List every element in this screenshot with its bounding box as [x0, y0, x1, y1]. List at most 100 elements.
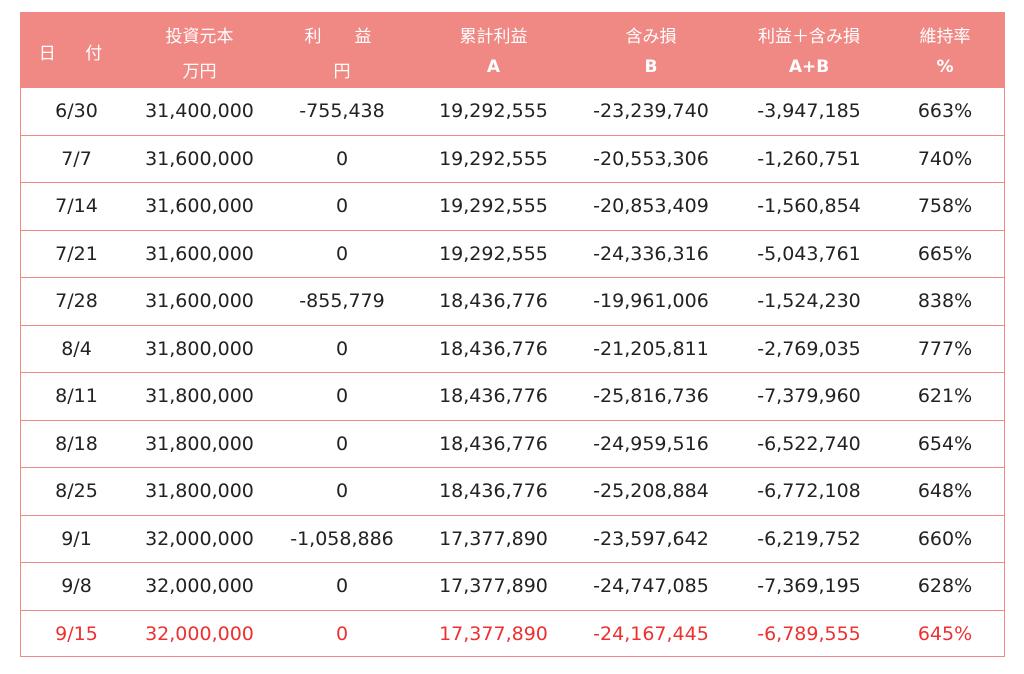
cell-principal: 31,800,000: [145, 385, 254, 407]
cell-profit: 0: [335, 432, 349, 455]
header-ratio: 維持率 %: [886, 13, 1004, 87]
cell-unrealized: -25,208,884: [593, 480, 709, 502]
cell-date: 8/25: [55, 480, 98, 502]
table-row: 7/21 31,600,000 0 19,292,555 -24,336,316 -5,0…: [21, 229, 1004, 277]
cell-unrealized: -23,239,740: [593, 100, 709, 122]
cell-profit: -1,058,886: [290, 527, 394, 550]
cell-principal: 31,800,000: [145, 337, 254, 360]
header-profit-unit: 円: [333, 62, 351, 82]
table-row: 7/14 31,600,000 0 19,292,555 -20,853,409 -1,5…: [21, 182, 1004, 229]
header-cumulative: 累計利益 A: [417, 13, 570, 87]
cell-principal: 31,800,000: [145, 480, 254, 502]
table-header: 日 付 投資元本 万円 利 益 円 累計利益 A 含み損 B 利益＋含み損 A+…: [21, 13, 1004, 87]
cell-profit: 0: [335, 195, 349, 217]
header-ratio-unit: %: [936, 57, 954, 77]
header-cumulative-key: A: [486, 57, 501, 77]
header-principal-unit: 万円: [182, 62, 217, 82]
cell-total: -6,789,555: [757, 622, 861, 645]
header-cumulative-label: 累計利益: [459, 27, 528, 47]
cell-total: -7,369,195: [757, 575, 861, 597]
cell-cumulative: 18,436,776: [439, 385, 548, 407]
cell-unrealized: -21,205,811: [593, 337, 709, 360]
cell-total: -5,043,761: [757, 242, 861, 265]
cell-date: 9/1: [61, 527, 92, 550]
cell-total: -1,260,751: [757, 147, 861, 170]
cell-profit: 0: [335, 385, 349, 407]
cell-total: -2,769,035: [757, 337, 861, 360]
cell-cumulative: 18,436,776: [439, 290, 548, 312]
cell-total: -7,379,960: [757, 385, 861, 407]
cell-cumulative: 19,292,555: [439, 242, 548, 265]
cell-unrealized: -24,959,516: [593, 432, 709, 455]
header-profit: 利 益 円: [267, 13, 417, 87]
cell-cumulative: 17,377,890: [439, 527, 548, 550]
table-row: 9/1 32,000,000 -1,058,886 17,377,890 -23,597…: [21, 514, 1004, 562]
cell-total: -1,560,854: [757, 195, 861, 217]
portfolio-table: 日 付 投資元本 万円 利 益 円 累計利益 A 含み損 B 利益＋含み損 A+…: [20, 12, 1005, 657]
cell-total: -6,219,752: [757, 527, 861, 550]
cell-ratio: 758%: [917, 195, 973, 217]
header-principal: 投資元本 万円: [132, 13, 267, 87]
table-row: 8/18 31,800,000 0 18,436,776 -24,959,516 -6,5…: [21, 419, 1004, 467]
cell-profit: -855,779: [299, 290, 385, 312]
cell-date: 8/4: [61, 337, 92, 360]
cell-principal: 31,600,000: [145, 195, 254, 217]
cell-principal: 32,000,000: [145, 527, 254, 550]
cell-unrealized: -20,553,306: [593, 147, 709, 170]
header-date-label: 日 付: [38, 44, 115, 64]
cell-cumulative: 19,292,555: [439, 100, 548, 122]
cell-total: -3,947,185: [757, 100, 861, 122]
cell-cumulative: 17,377,890: [439, 575, 548, 597]
cell-profit: 0: [335, 242, 349, 265]
cell-ratio: 621%: [917, 385, 973, 407]
cell-ratio: 628%: [917, 575, 973, 597]
table-row: 8/11 31,800,000 0 18,436,776 -25,816,736 -7,3…: [21, 372, 1004, 419]
cell-ratio: 654%: [917, 432, 973, 455]
header-unrealized: 含み損 B: [570, 13, 732, 87]
cell-ratio: 663%: [917, 100, 973, 122]
cell-unrealized: -24,747,085: [593, 575, 709, 597]
cell-profit: -755,438: [299, 100, 385, 122]
table-row: 7/28 31,600,000 -855,779 18,436,776 -19,961,…: [21, 277, 1004, 324]
header-unrealized-label: 含み損: [625, 27, 677, 47]
table-row: 9/8 32,000,000 0 17,377,890 -24,747,085 -7,36…: [21, 562, 1004, 609]
cell-ratio: 777%: [917, 337, 973, 360]
cell-cumulative: 18,436,776: [439, 480, 548, 502]
cell-principal: 32,000,000: [145, 622, 254, 645]
table-row: 6/30 31,400,000 -755,438 19,292,555 -23,239,…: [21, 87, 1004, 134]
cell-principal: 31,600,000: [145, 242, 254, 265]
cell-profit: 0: [335, 480, 349, 502]
cell-date: 7/14: [55, 195, 98, 217]
table-row: 9/15 32,000,000 0 17,377,890 -24,167,445 -6,7…: [21, 609, 1004, 657]
header-total-key: A+B: [788, 57, 830, 77]
cell-cumulative: 18,436,776: [439, 337, 548, 360]
cell-principal: 31,400,000: [145, 100, 254, 122]
cell-date: 8/18: [55, 432, 98, 455]
cell-date: 7/21: [55, 242, 98, 265]
cell-profit: 0: [335, 147, 349, 170]
cell-ratio: 838%: [917, 290, 973, 312]
cell-total: -6,522,740: [757, 432, 861, 455]
table-row: 8/25 31,800,000 0 18,436,776 -25,208,884 -6,7…: [21, 467, 1004, 514]
cell-principal: 31,600,000: [145, 147, 254, 170]
header-total: 利益＋含み損 A+B: [732, 13, 886, 87]
cell-principal: 31,600,000: [145, 290, 254, 312]
header-ratio-label: 維持率: [919, 27, 971, 47]
cell-unrealized: -25,816,736: [593, 385, 709, 407]
cell-profit: 0: [335, 575, 349, 597]
cell-date: 7/7: [61, 147, 92, 170]
cell-unrealized: -23,597,642: [593, 527, 709, 550]
cell-total: -1,524,230: [757, 290, 861, 312]
cell-cumulative: 19,292,555: [439, 195, 548, 217]
cell-cumulative: 18,436,776: [439, 432, 548, 455]
cell-ratio: 665%: [917, 242, 973, 265]
cell-date: 8/11: [55, 385, 98, 407]
header-total-label: 利益＋含み損: [758, 27, 860, 47]
cell-cumulative: 17,377,890: [439, 622, 548, 645]
cell-date: 6/30: [55, 100, 98, 122]
cell-ratio: 648%: [917, 480, 973, 502]
cell-total: -6,772,108: [757, 480, 861, 502]
cell-unrealized: -24,336,316: [593, 242, 709, 265]
cell-unrealized: -24,167,445: [593, 622, 709, 645]
header-unrealized-key: B: [644, 57, 658, 77]
